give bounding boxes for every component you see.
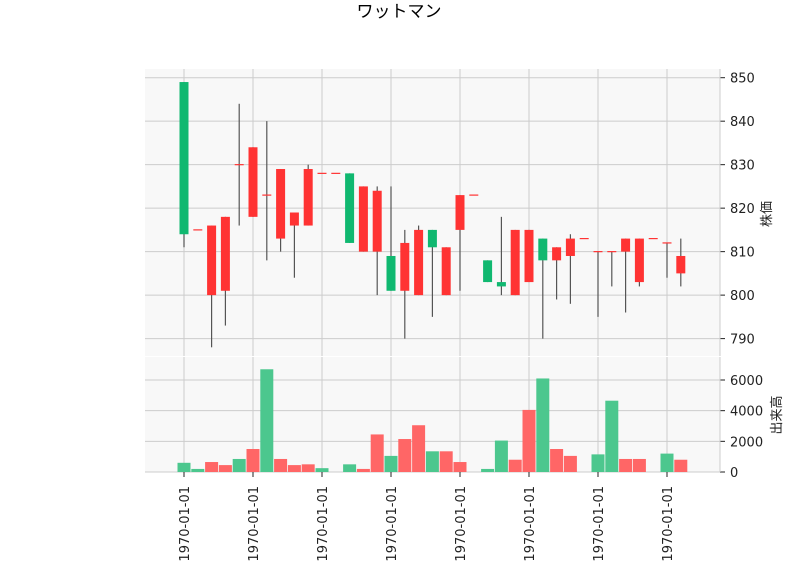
- candle-body: [400, 242, 410, 291]
- candle-body: [552, 247, 562, 261]
- price-tick-label: 850: [730, 72, 755, 87]
- volume-bar: [315, 468, 329, 472]
- volume-axis-label: 出来高: [769, 395, 785, 434]
- price-tick-label: 810: [730, 246, 755, 261]
- x-tick-label: 1970-01-01: [592, 486, 607, 562]
- volume-bar: [218, 465, 232, 472]
- candle-body: [303, 169, 313, 226]
- candle-body: [510, 229, 520, 296]
- candle-body: [538, 238, 548, 261]
- volume-bar: [453, 462, 467, 472]
- candle-bodies: [179, 82, 686, 296]
- price-tick-label: 840: [730, 115, 755, 130]
- candle-body: [414, 229, 424, 296]
- volume-bar: [191, 468, 205, 472]
- candle-body: [207, 225, 217, 296]
- volume-tick-label: 2000: [730, 435, 763, 450]
- x-tick-label: 1970-01-01: [247, 486, 262, 562]
- volume-bar: [287, 465, 301, 472]
- volume-bar: [536, 378, 550, 472]
- volume-bar: [246, 449, 260, 472]
- candle-body: [565, 238, 575, 256]
- x-tick-label: 1970-01-01: [661, 486, 676, 562]
- candle-body: [179, 82, 189, 235]
- volume-bar: [508, 459, 522, 472]
- candle-body: [345, 173, 355, 243]
- volume-bar: [563, 455, 577, 472]
- candle-body: [634, 238, 644, 283]
- candle-body: [358, 186, 368, 252]
- volume-bar: [384, 455, 398, 472]
- volume-bar: [522, 409, 536, 472]
- volume-bar: [343, 464, 357, 472]
- price-tick-label: 820: [730, 202, 755, 217]
- volume-bar: [356, 468, 370, 472]
- volume-bar: [494, 440, 508, 472]
- volume-bar: [398, 439, 412, 472]
- candle-body: [276, 169, 286, 239]
- volume-bar: [205, 462, 219, 472]
- price-tick-label: 790: [730, 333, 755, 348]
- candle-body: [427, 229, 437, 248]
- candle-body: [496, 282, 506, 287]
- volume-bar: [370, 434, 384, 472]
- volume-bar: [550, 449, 564, 472]
- x-tick-label: 1970-01-01: [316, 486, 331, 562]
- x-tick-label: 1970-01-01: [178, 486, 193, 562]
- volume-tick-label: 0: [730, 466, 738, 481]
- volume-bar: [412, 425, 426, 472]
- candle-body: [524, 229, 534, 283]
- price-axis-label: 株価: [760, 201, 775, 227]
- price-tick-label: 800: [730, 289, 755, 304]
- volume-bar: [425, 451, 439, 472]
- volume-bar: [232, 458, 246, 472]
- candle-body: [248, 147, 258, 217]
- volume-bar: [632, 458, 646, 472]
- candle-body: [676, 255, 686, 274]
- volume-bar: [301, 464, 315, 472]
- x-tick-label: 1970-01-01: [454, 486, 469, 562]
- volume-bar: [177, 462, 191, 472]
- candle-body: [386, 255, 396, 291]
- candle-body: [483, 260, 493, 283]
- x-tick-label: 1970-01-01: [523, 486, 538, 562]
- volume-bar: [619, 458, 633, 472]
- candle-body: [455, 195, 465, 230]
- volume-bar: [605, 400, 619, 472]
- volume-tick-label: 6000: [730, 374, 763, 389]
- volume-bar: [274, 458, 288, 472]
- axes: 790 800 810 820 830 840 850 0 2000 4000 6000 1970-0…: [178, 69, 763, 562]
- candle-body: [441, 247, 451, 296]
- price-tick-label: 830: [730, 159, 755, 174]
- candle-body: [289, 212, 299, 226]
- volume-bar: [481, 468, 495, 472]
- candle-body: [220, 216, 230, 291]
- x-tick-label: 1970-01-01: [385, 486, 400, 562]
- volume-bars: [177, 369, 688, 472]
- volume-bar: [660, 453, 674, 472]
- volume-bar: [591, 454, 605, 472]
- candle-body: [621, 238, 631, 252]
- volume-bar: [439, 451, 453, 472]
- volume-bar: [260, 369, 274, 472]
- candle-body: [372, 190, 382, 252]
- chart-title: ワットマン: [357, 2, 442, 22]
- volume-tick-label: 4000: [730, 405, 763, 420]
- volume-bar: [674, 459, 688, 472]
